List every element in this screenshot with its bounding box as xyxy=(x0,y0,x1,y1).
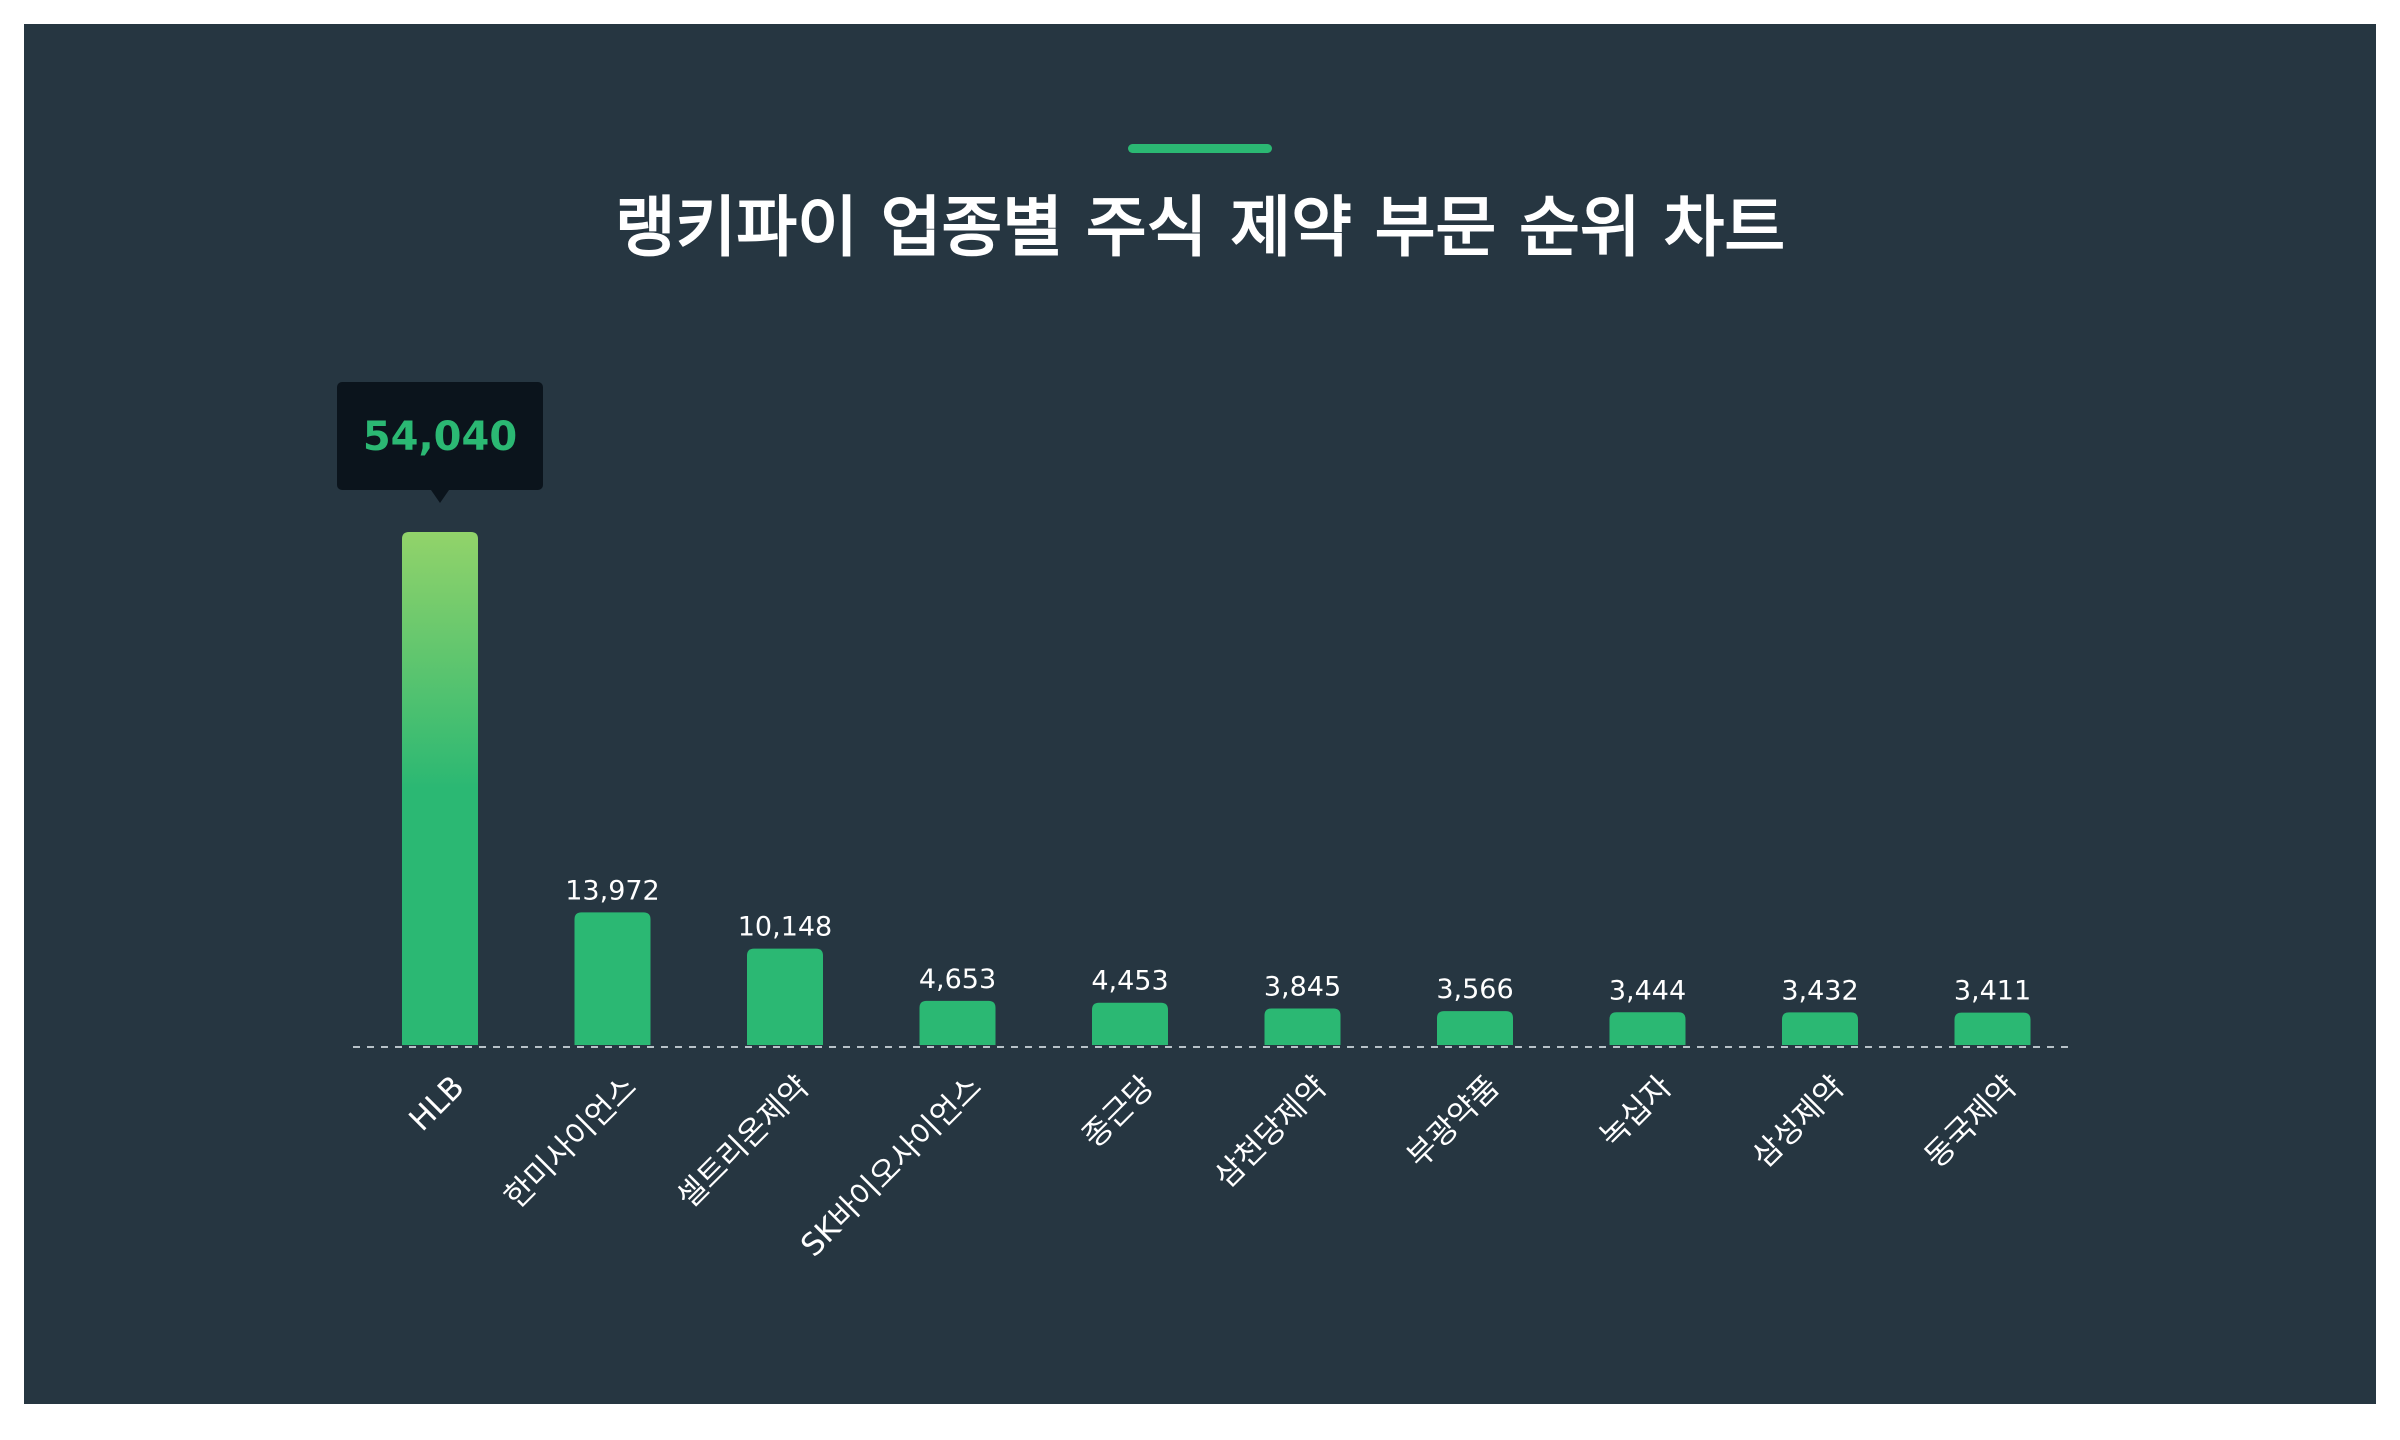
bar[interactable] xyxy=(402,532,478,1045)
bar[interactable] xyxy=(919,1000,996,1045)
bar[interactable] xyxy=(1782,1012,1858,1045)
x-tick-label: HLB xyxy=(402,1069,471,1138)
x-tick-label: 셀트리온제약 xyxy=(670,1069,816,1215)
tooltip: 54,040 xyxy=(337,382,543,503)
x-tick-label: 삼천당제약 xyxy=(1208,1069,1334,1195)
x-tick-label: SK바이오사이언스 xyxy=(794,1069,989,1264)
x-tick-label: 동국제약 xyxy=(1918,1069,2024,1175)
tooltip-pointer xyxy=(431,490,449,503)
bars-group xyxy=(402,532,2031,1045)
bar[interactable] xyxy=(574,912,651,1045)
x-tick-label: 한미사이언스 xyxy=(498,1069,644,1215)
bar-value-label: 4,453 xyxy=(1091,966,1168,997)
bar[interactable] xyxy=(1609,1012,1686,1045)
bar[interactable] xyxy=(1264,1008,1341,1045)
bar-value-label: 4,653 xyxy=(919,964,996,995)
x-tick-label: 삼성제약 xyxy=(1745,1069,1851,1175)
x-tick-label: 부광약품 xyxy=(1400,1069,1506,1175)
bar[interactable] xyxy=(1954,1012,2031,1045)
x-tick-label: 녹십자 xyxy=(1593,1069,1679,1155)
bar-value-label: 3,566 xyxy=(1436,974,1513,1005)
bar-value-label: 3,432 xyxy=(1781,975,1858,1006)
bar-value-label: 3,444 xyxy=(1609,975,1686,1006)
title-accent-bar xyxy=(1128,144,1272,153)
chart-title: 랭키파이 업종별 주식 제약 부문 순위 차트 xyxy=(614,189,1786,266)
bar[interactable] xyxy=(1092,1002,1168,1045)
bar-value-label: 3,845 xyxy=(1264,971,1341,1002)
x-tick-label: 종근당 xyxy=(1076,1069,1162,1155)
value-labels-group: 13,972 10,148 4,653 4,453 3,845 3,566 3,444 3,4… xyxy=(565,875,2031,1006)
bar-value-label: 13,972 xyxy=(565,875,659,906)
bar-value-label: 3,411 xyxy=(1954,976,2031,1007)
bar-value-label: 10,148 xyxy=(738,912,832,943)
bar[interactable] xyxy=(747,948,823,1045)
tooltip-box xyxy=(337,382,543,490)
tooltip-value: 54,040 xyxy=(363,414,517,460)
bar[interactable] xyxy=(1437,1011,1513,1045)
